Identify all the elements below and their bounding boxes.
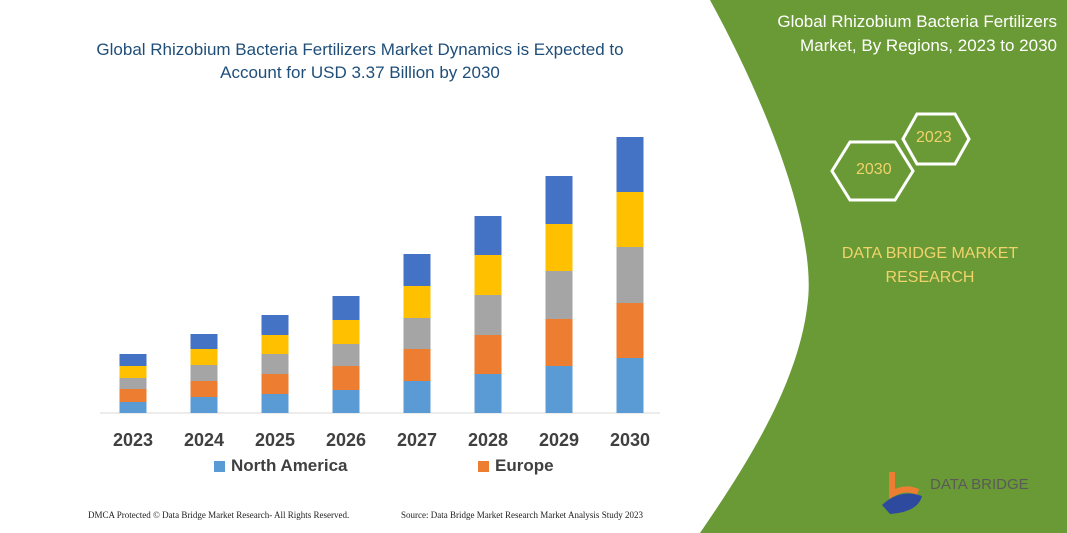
bar-segment-2028-s4	[474, 216, 502, 255]
bar-segment-2029-s1	[545, 319, 573, 366]
bar-segment-2028-s1	[474, 335, 502, 374]
bar-segment-2030-s0	[616, 358, 644, 413]
bar-segment-2023-s4	[119, 354, 147, 366]
bar-segment-2023-s3	[119, 366, 147, 378]
bar-segment-2026-s3	[332, 320, 360, 344]
bar-segment-2027-s1	[403, 349, 431, 381]
bar-segment-2024-s4	[190, 334, 218, 349]
bar-segment-2026-s0	[332, 390, 360, 413]
legend-label: Europe	[495, 456, 554, 475]
legend-north-america: North America	[214, 456, 348, 476]
bar-segment-2024-s3	[190, 349, 218, 365]
bar-segment-2026-s4	[332, 296, 360, 320]
hex-2030	[830, 140, 915, 202]
hex-label-2030: 2030	[856, 161, 892, 178]
bar-segment-2027-s4	[403, 254, 431, 286]
bar-segment-2025-s0	[261, 394, 289, 413]
bar-segment-2029-s4	[545, 176, 573, 224]
legend-europe: Europe	[478, 456, 554, 476]
bar-segment-2028-s3	[474, 255, 502, 295]
legend-label: North America	[231, 456, 348, 475]
x-tick-label: 2029	[538, 430, 580, 450]
bar-segment-2028-s2	[474, 295, 502, 335]
bar-segment-2025-s4	[261, 315, 289, 335]
bar-segment-2030-s2	[616, 247, 644, 303]
x-tick-label: 2026	[325, 430, 367, 450]
bar-segment-2029-s0	[545, 366, 573, 413]
bar-segment-2028-s0	[474, 374, 502, 413]
bar-segment-2029-s3	[545, 224, 573, 271]
bar-segment-2030-s3	[616, 192, 644, 247]
logo-text: DATA BRIDGE	[930, 476, 1029, 493]
bar-segment-2030-s1	[616, 303, 644, 358]
legend-swatch	[478, 460, 489, 472]
x-tick-label: 2023	[112, 430, 154, 450]
bar-segment-2027-s2	[403, 318, 431, 349]
x-tick-label: 2025	[254, 430, 296, 450]
bar-segment-2024-s1	[190, 381, 218, 397]
bar-segment-2024-s2	[190, 365, 218, 381]
x-tick-label: 2030	[609, 430, 651, 450]
bar-segment-2025-s3	[261, 335, 289, 354]
bar-segment-2023-s0	[119, 402, 147, 413]
hex-label-2023: 2023	[916, 129, 952, 146]
x-tick-label: 2027	[396, 430, 438, 450]
bar-segment-2024-s0	[190, 397, 218, 413]
legend-swatch	[214, 460, 225, 472]
bar-segment-2025-s1	[261, 374, 289, 394]
logo-icon	[882, 472, 922, 514]
bar-segment-2030-s4	[616, 137, 644, 192]
x-tick-label: 2024	[183, 430, 225, 450]
bars	[119, 137, 644, 413]
bar-segment-2026-s1	[332, 366, 360, 390]
bar-segment-2029-s2	[545, 271, 573, 319]
bar-segment-2023-s2	[119, 378, 147, 389]
bar-segment-2025-s2	[261, 354, 289, 374]
side-panel-title: Global Rhizobium Bacteria Fertilizers Ma…	[777, 12, 1057, 55]
hex-2023	[901, 112, 971, 166]
brand-text: DATA BRIDGE MARKET RESEARCH	[841, 245, 1019, 286]
footer-source: Source: Data Bridge Market Research Mark…	[401, 510, 643, 520]
x-tick-label: 2028	[467, 430, 509, 450]
bar-segment-2026-s2	[332, 344, 360, 366]
chart-title: Global Rhizobium Bacteria Fertilizers Ma…	[96, 40, 624, 82]
footer-copyright: DMCA Protected © Data Bridge Market Rese…	[88, 510, 350, 520]
bar-segment-2023-s1	[119, 389, 147, 402]
bar-segment-2027-s3	[403, 286, 431, 318]
bar-segment-2027-s0	[403, 381, 431, 413]
green-panel	[700, 0, 1067, 533]
